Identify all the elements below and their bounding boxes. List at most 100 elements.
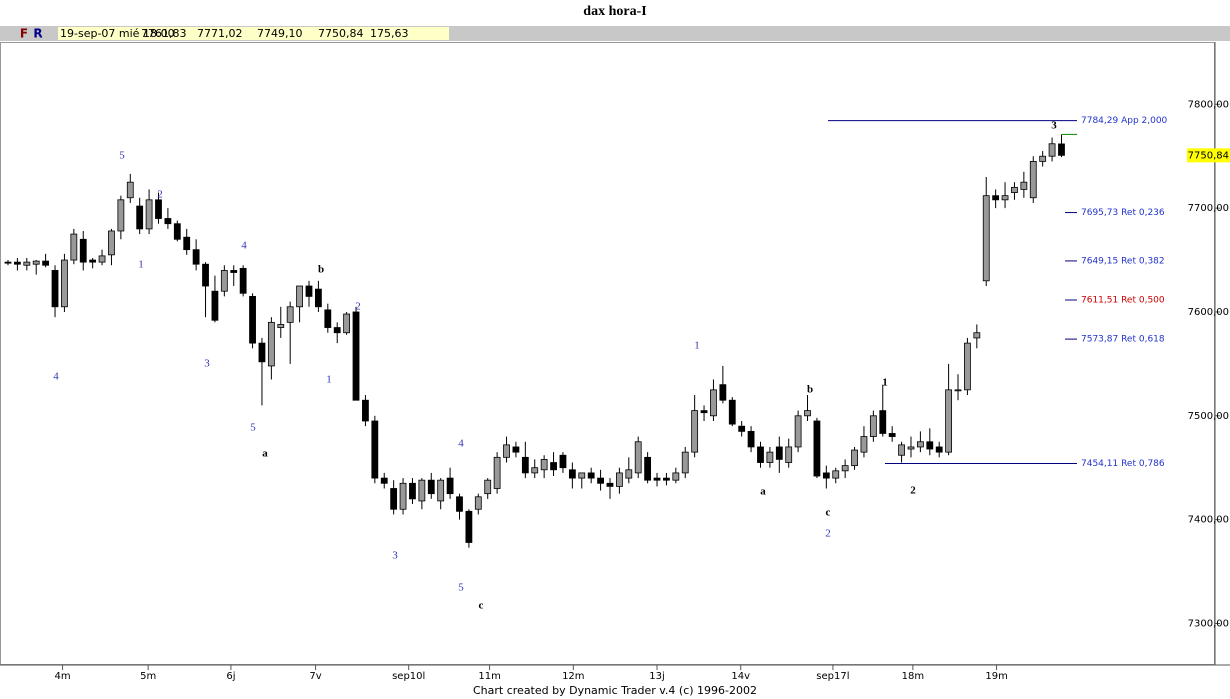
candle-body [663,477,670,481]
quote-box [58,27,449,40]
candle-body [869,415,877,437]
quote-field: 7771,02 [197,27,243,40]
candle-body [173,223,181,240]
x-tick-label: 7v [309,671,321,682]
wave-label: c [826,507,831,519]
candle-body [98,255,106,263]
x-tick-label: 4m [54,671,70,682]
candle-body [390,488,398,510]
quote-field: 19-sep-07 mié 18:00 [60,27,175,40]
candle-body [42,260,50,266]
candle-body [117,199,125,232]
candle-body [625,469,633,479]
x-tick-label: 12m [562,671,584,682]
wave-label: b [807,384,813,396]
candle-body [380,477,388,484]
level-label: 7649,15 Ret 0,382 [1081,256,1165,266]
wave-label: c [479,600,484,612]
candle-body [1020,181,1028,190]
candle-body [362,399,369,422]
wave-label: a [262,448,268,460]
wave-label: 5 [119,150,125,162]
y-tick-label: 7700,00 [1188,203,1229,214]
candle-body [258,342,266,363]
level-label: 7611,51 Ret 0,500 [1081,296,1165,306]
candle-body [465,510,473,543]
candle-body [945,389,953,453]
candle-body [1058,143,1065,156]
candle-body [615,472,623,487]
candle-body [644,456,652,481]
candle-body [484,479,492,495]
candle-body [926,441,934,450]
candle-body [446,477,454,495]
candle-body [314,288,322,308]
quote-field: 7761,83 [141,27,187,40]
x-tick-label: sep17l [816,671,849,682]
candle-body [813,420,821,477]
candle-body [474,496,482,510]
candle-body [898,444,905,456]
candle-body [568,469,576,479]
y-tick-label: 7400,00 [1188,515,1229,526]
candle-body [1029,161,1037,199]
candle-body [267,321,275,367]
wave-label: 5 [458,582,464,594]
candle-body [456,496,463,512]
candle-body [578,472,586,479]
candle-body [757,446,764,463]
candle-body [371,420,379,479]
candle-body [136,205,144,230]
wave-label: 1 [882,377,888,389]
candle-body [606,482,614,487]
candle-body [211,290,219,321]
x-tick-label: 5m [140,671,156,682]
y-tick-label: 7800,00 [1188,99,1229,110]
wave-label: 1 [694,340,700,352]
candle-body [879,410,887,434]
candle-body [305,285,313,297]
candle-body [521,456,529,474]
candle-body [681,451,689,474]
candle-body [155,199,162,219]
level-label: 7573,87 Ret 0,618 [1081,335,1165,345]
candle-body [916,441,924,448]
candle-body [79,238,87,263]
candle-body [286,306,294,323]
candle-body [183,236,191,251]
candle-body [324,309,332,328]
wave-label: 3 [392,550,398,562]
candle-body [296,285,303,308]
candle-body [277,324,285,328]
candle-body [597,477,604,484]
level-label: 7454,11 Ret 0,786 [1081,459,1165,469]
level-label: 7784,29 App 2,000 [1081,116,1168,126]
wave-label: 2 [825,528,831,540]
candle-body [691,410,699,453]
last-price-box [1187,148,1230,163]
candle-body [192,249,200,265]
candle-body [719,384,727,401]
candle-body [427,479,435,495]
candle-body [841,465,849,472]
candle-body [1048,143,1056,157]
candle-body [747,430,755,448]
candle-body [61,259,68,308]
wave-label: 2 [355,301,361,313]
plot-frame [0,42,1215,665]
quote-field: 7750,84 [318,27,364,40]
candle-body [32,260,40,265]
wave-label: 3 [1051,120,1057,132]
candle-body [540,459,548,471]
candle-body [4,261,12,264]
r-button[interactable]: R [33,27,42,41]
candle-body [164,218,172,225]
candle-body [728,399,736,425]
candle-body [587,472,595,479]
candle-body [239,267,247,294]
x-tick-label: 11m [478,671,500,682]
candle-body [832,470,840,479]
f-button[interactable]: F [20,27,28,41]
